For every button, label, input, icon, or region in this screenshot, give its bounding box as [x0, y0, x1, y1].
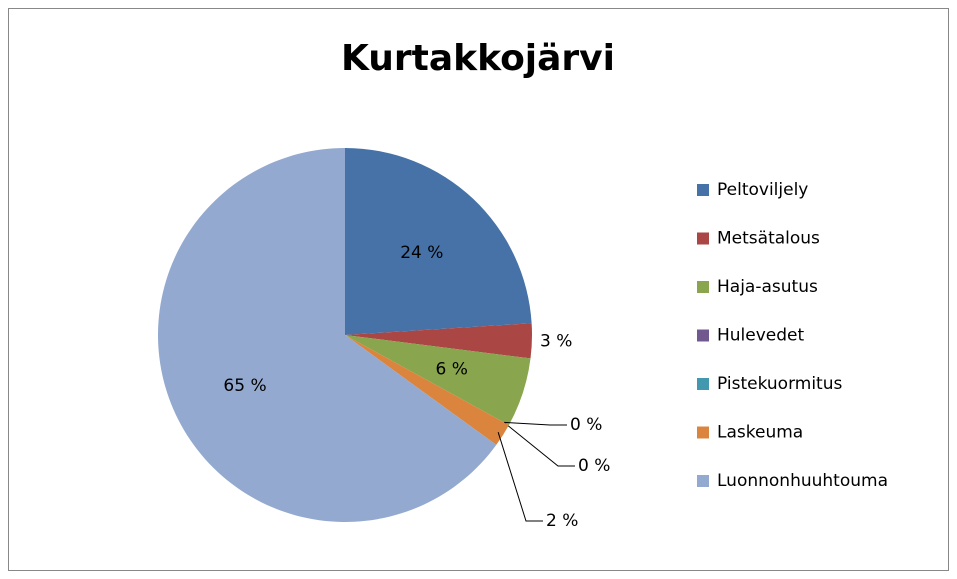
- legend-label: Hulevedet: [717, 326, 805, 346]
- pie-slice: [345, 148, 532, 335]
- legend-label: Peltoviljely: [717, 180, 808, 200]
- legend-swatch: [697, 184, 709, 196]
- legend-label: Pistekuormitus: [717, 374, 842, 394]
- legend-label: Laskeuma: [717, 423, 803, 443]
- legend-label: Luonnonhuuhtouma: [717, 471, 888, 491]
- legend-swatch: [697, 475, 709, 487]
- legend-swatch: [697, 232, 709, 245]
- pie-slice: [158, 148, 497, 522]
- data-label: 0 %: [578, 456, 610, 476]
- legend-swatch: [697, 329, 709, 342]
- data-label: 0 %: [570, 415, 602, 435]
- legend-swatch: [697, 426, 709, 439]
- legend-label: Haja-asutus: [717, 277, 818, 297]
- legend-swatch: [697, 281, 709, 293]
- legend-swatch: [697, 378, 709, 390]
- data-label: 24 %: [400, 243, 443, 263]
- leader-line: [497, 432, 543, 522]
- data-label: 3 %: [540, 332, 572, 352]
- pie-slice: [345, 323, 532, 359]
- legend-label: Metsätalous: [717, 229, 820, 249]
- data-label: 65 %: [223, 376, 266, 396]
- leader-line: [503, 421, 575, 467]
- pie-slice: [345, 335, 531, 426]
- data-label: 2 %: [546, 511, 578, 531]
- data-label: 6 %: [436, 360, 468, 380]
- chart-title: Kurtakkojärvi: [341, 38, 615, 79]
- pie-slice: [345, 335, 509, 445]
- leader-line: [503, 421, 567, 426]
